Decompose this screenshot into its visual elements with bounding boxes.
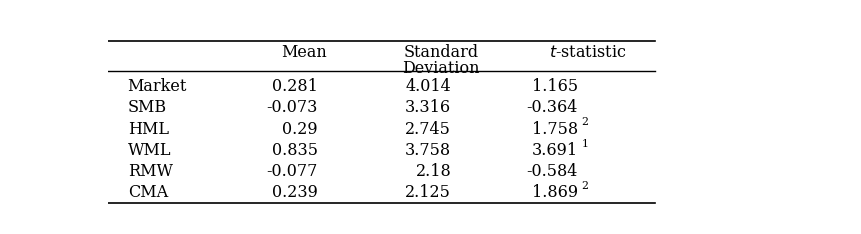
Text: 1.758: 1.758 — [532, 121, 578, 138]
Text: Mean: Mean — [282, 44, 327, 61]
Text: 2: 2 — [581, 181, 588, 191]
Text: 0.281: 0.281 — [272, 78, 318, 95]
Text: 2.745: 2.745 — [406, 121, 451, 138]
Text: CMA: CMA — [127, 184, 168, 201]
Text: 3.316: 3.316 — [406, 99, 451, 116]
Text: SMB: SMB — [127, 99, 167, 116]
Text: 3.758: 3.758 — [406, 142, 451, 159]
Text: Deviation: Deviation — [402, 60, 480, 77]
Text: HML: HML — [127, 121, 169, 138]
Text: $t$-statistic: $t$-statistic — [549, 44, 627, 61]
Text: WML: WML — [127, 142, 171, 159]
Text: 0.835: 0.835 — [272, 142, 318, 159]
Text: 3.691: 3.691 — [532, 142, 578, 159]
Text: 0.29: 0.29 — [282, 121, 318, 138]
Text: 2: 2 — [581, 117, 588, 127]
Text: 4.014: 4.014 — [406, 78, 451, 95]
Text: Standard: Standard — [404, 44, 479, 61]
Text: 2.18: 2.18 — [416, 163, 451, 180]
Text: 0.239: 0.239 — [272, 184, 318, 201]
Text: Market: Market — [127, 78, 187, 95]
Text: 1: 1 — [581, 139, 588, 149]
Text: -0.073: -0.073 — [266, 99, 318, 116]
Text: -0.364: -0.364 — [527, 99, 578, 116]
Text: 1.869: 1.869 — [532, 184, 578, 201]
Text: -0.584: -0.584 — [527, 163, 578, 180]
Text: RMW: RMW — [127, 163, 173, 180]
Text: 1.165: 1.165 — [532, 78, 578, 95]
Text: 2.125: 2.125 — [406, 184, 451, 201]
Text: -0.077: -0.077 — [266, 163, 318, 180]
